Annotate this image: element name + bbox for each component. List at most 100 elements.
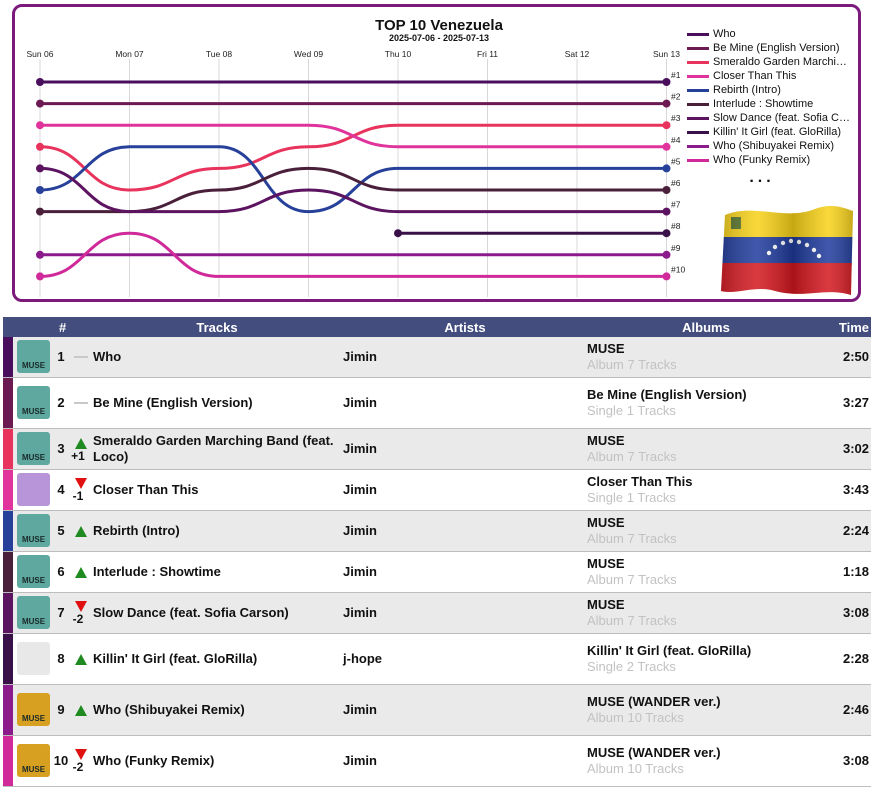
y-tick-label: #8 bbox=[671, 221, 681, 231]
album-cell[interactable]: MUSE Album 7 Tracks bbox=[587, 337, 825, 377]
artist-name[interactable]: Jimin bbox=[343, 395, 377, 410]
legend-swatch bbox=[687, 102, 709, 106]
track-title[interactable]: Who (Funky Remix) bbox=[93, 752, 215, 768]
track-title[interactable]: Who bbox=[93, 348, 122, 364]
album-cover-image[interactable]: MUSE bbox=[17, 340, 50, 374]
artist-name[interactable]: Jimin bbox=[343, 441, 377, 456]
album-cell[interactable]: MUSE Album 7 Tracks bbox=[587, 592, 825, 633]
legend-item: Who bbox=[687, 27, 862, 41]
track-title[interactable]: Interlude : Showtime bbox=[93, 563, 221, 579]
album-cell[interactable]: MUSE (WANDER ver.) Album 10 Tracks bbox=[587, 684, 825, 735]
album-cover-image[interactable]: MUSE bbox=[17, 386, 50, 419]
chart-subtitle: 2025-07-06 - 2025-07-13 bbox=[389, 33, 489, 43]
legend-item: Closer Than This bbox=[687, 69, 862, 83]
artist-name[interactable]: Jimin bbox=[343, 482, 377, 497]
table-row[interactable]: MUSE 7 -2 Slow Dance (feat. Sofia Carson) Ji… bbox=[3, 592, 871, 633]
album-name[interactable]: MUSE bbox=[587, 432, 625, 448]
legend-label: Who (Funky Remix) bbox=[713, 154, 811, 166]
cover-cell: MUSE bbox=[13, 551, 51, 592]
header-colorbar bbox=[3, 317, 13, 337]
table-row[interactable]: MUSE 5 Rebirth (Intro) Jimin MUSE Album 7 Tra… bbox=[3, 510, 871, 551]
album-cell[interactable]: Killin' It Girl (feat. GloRilla) Single 2… bbox=[587, 633, 825, 684]
album-cover-image[interactable] bbox=[17, 642, 50, 675]
artist-name[interactable]: Jimin bbox=[343, 605, 377, 620]
album-cover-image[interactable]: MUSE bbox=[17, 432, 50, 465]
rank-movement bbox=[71, 633, 91, 684]
album-info: Album 10 Tracks bbox=[587, 709, 684, 725]
table-row[interactable]: MUSE 9 Who (Shibuyakei Remix) Jimin MUSE (WA… bbox=[3, 684, 871, 735]
track-title[interactable]: Who (Shibuyakei Remix) bbox=[93, 701, 245, 717]
rank-movement: +1 bbox=[71, 428, 91, 469]
album-cover-image[interactable]: MUSE bbox=[17, 555, 50, 588]
track-duration: 1:18 bbox=[842, 564, 869, 579]
album-name[interactable]: MUSE bbox=[587, 340, 625, 356]
header-rank: # bbox=[59, 319, 67, 335]
track-table: # Tracks Artists Albums Time MUSE 1 Who Jim… bbox=[3, 317, 871, 787]
album-name[interactable]: Killin' It Girl (feat. GloRilla) bbox=[587, 642, 752, 658]
album-info: Single 2 Tracks bbox=[587, 658, 676, 674]
legend-swatch bbox=[687, 32, 709, 36]
album-name[interactable]: Closer Than This bbox=[587, 473, 693, 489]
album-cell[interactable]: Be Mine (English Version) Single 1 Tracks bbox=[587, 377, 825, 428]
series-point bbox=[36, 142, 44, 151]
artist-name[interactable]: Jimin bbox=[343, 702, 377, 717]
row-color-bar bbox=[3, 337, 13, 377]
album-info: Single 1 Tracks bbox=[587, 489, 676, 505]
track-title[interactable]: Be Mine (English Version) bbox=[93, 394, 253, 410]
row-color-bar bbox=[3, 469, 13, 510]
table-header-row: # Tracks Artists Albums Time bbox=[3, 317, 871, 337]
rank-number: 9 bbox=[57, 702, 65, 717]
album-name[interactable]: MUSE bbox=[587, 514, 625, 530]
arrow-up-icon bbox=[75, 437, 87, 449]
series-point bbox=[36, 121, 44, 130]
artist-name[interactable]: Jimin bbox=[343, 753, 377, 768]
rank-number: 5 bbox=[57, 523, 65, 538]
artist-name[interactable]: Jimin bbox=[343, 349, 377, 365]
album-cell[interactable]: MUSE Album 7 Tracks bbox=[587, 428, 825, 469]
track-title[interactable]: Killin' It Girl (feat. GloRilla) bbox=[93, 650, 258, 666]
x-tick-label: Sun 06 bbox=[27, 49, 54, 59]
row-color-bar bbox=[3, 551, 13, 592]
series-point bbox=[662, 121, 671, 130]
track-title[interactable]: Smeraldo Garden Marching Band (feat. Loc… bbox=[93, 432, 334, 464]
table-row[interactable]: 8 Killin' It Girl (feat. GloRilla) j-hope K… bbox=[3, 633, 871, 684]
table-row[interactable]: 4 -1 Closer Than This Jimin Closer Than This… bbox=[3, 469, 871, 510]
album-cell[interactable]: Closer Than This Single 1 Tracks bbox=[587, 469, 825, 510]
table-row[interactable]: MUSE 6 Interlude : Showtime Jimin MUSE Album … bbox=[3, 551, 871, 592]
artist-name[interactable]: j-hope bbox=[343, 651, 382, 666]
album-cover-image[interactable]: MUSE bbox=[17, 596, 50, 629]
track-title[interactable]: Rebirth (Intro) bbox=[93, 522, 180, 538]
album-cell[interactable]: MUSE (WANDER ver.) Album 10 Tracks bbox=[587, 735, 825, 786]
legend-swatch bbox=[687, 60, 709, 64]
arrow-up-icon bbox=[75, 526, 87, 537]
album-cover-image[interactable] bbox=[17, 473, 50, 506]
album-cell[interactable]: MUSE Album 7 Tracks bbox=[587, 510, 825, 551]
cover-cell bbox=[13, 633, 51, 684]
album-name[interactable]: MUSE bbox=[587, 555, 625, 571]
series-line bbox=[39, 166, 667, 214]
track-title[interactable]: Slow Dance (feat. Sofia Carson) bbox=[93, 604, 289, 620]
arrow-down-icon bbox=[75, 748, 87, 760]
artist-name[interactable]: Jimin bbox=[343, 564, 377, 579]
album-cell[interactable]: MUSE Album 7 Tracks bbox=[587, 551, 825, 592]
rank-change: -2 bbox=[72, 759, 84, 774]
table-row[interactable]: MUSE 3 +1 Smeraldo Garden Marching Band (fe… bbox=[3, 428, 871, 469]
album-name[interactable]: MUSE (WANDER ver.) bbox=[587, 744, 721, 760]
table-row[interactable]: MUSE 10 -2 Who (Funky Remix) Jimin MUSE (WAND… bbox=[3, 735, 871, 786]
table-row[interactable]: MUSE 2 Be Mine (English Version) Jimin Be Mi… bbox=[3, 377, 871, 428]
album-name[interactable]: MUSE (WANDER ver.) bbox=[587, 693, 721, 709]
header-albums: Albums bbox=[682, 319, 730, 335]
row-color-bar bbox=[3, 633, 13, 684]
album-cover-image[interactable]: MUSE bbox=[17, 744, 50, 777]
legend-swatch bbox=[687, 74, 709, 78]
table-row[interactable]: MUSE 1 Who Jimin MUSE Album 7 Tracks 2:50 bbox=[3, 337, 871, 377]
track-title[interactable]: Closer Than This bbox=[93, 481, 199, 497]
artist-name[interactable]: Jimin bbox=[343, 523, 377, 538]
album-name[interactable]: MUSE bbox=[587, 596, 625, 612]
legend-item: Slow Dance (feat. Sofia Carson) bbox=[687, 111, 862, 125]
rank-movement bbox=[71, 377, 91, 428]
rank-change: -2 bbox=[72, 611, 84, 626]
album-name[interactable]: Be Mine (English Version) bbox=[587, 386, 747, 402]
album-cover-image[interactable]: MUSE bbox=[17, 693, 50, 726]
album-cover-image[interactable]: MUSE bbox=[17, 514, 50, 547]
